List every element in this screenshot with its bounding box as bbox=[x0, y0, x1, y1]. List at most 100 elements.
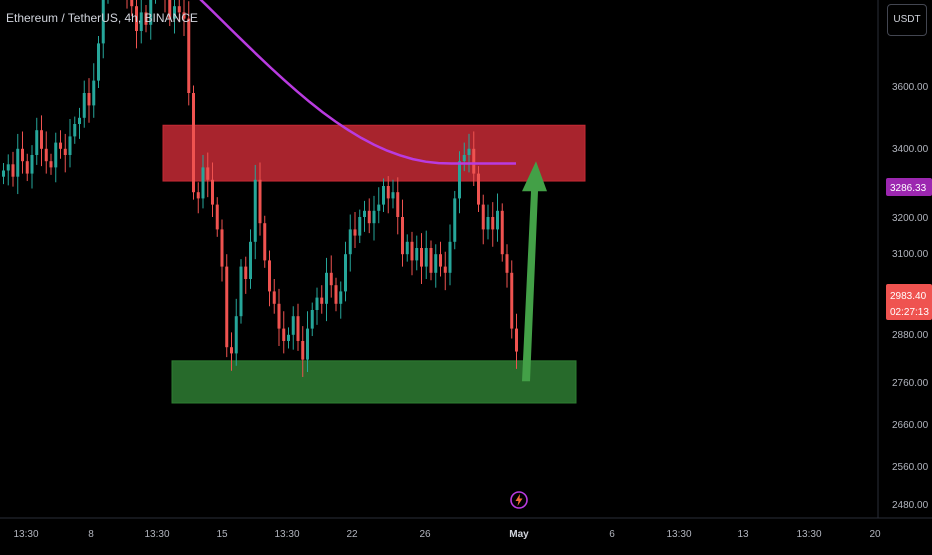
candle-body bbox=[325, 272, 328, 304]
ma-price-tag-label: 3286.33 bbox=[890, 183, 927, 194]
time-tick-label: 13:30 bbox=[274, 529, 299, 540]
candle-body bbox=[467, 148, 471, 155]
candle-body bbox=[87, 93, 91, 106]
support-zone[interactable] bbox=[171, 360, 577, 404]
candle-body bbox=[339, 291, 343, 304]
candle-body bbox=[410, 241, 414, 261]
candle-body bbox=[472, 148, 476, 174]
currency-button[interactable]: USDT bbox=[887, 4, 927, 36]
candle-body bbox=[258, 179, 262, 224]
candle-body bbox=[220, 229, 224, 267]
candle-body bbox=[424, 248, 428, 267]
candle-body bbox=[49, 161, 53, 168]
candle-body bbox=[211, 179, 214, 205]
candle-body bbox=[63, 148, 67, 155]
time-tick-label: 6 bbox=[609, 529, 615, 540]
candle-body bbox=[215, 204, 219, 230]
candle-body bbox=[168, 0, 172, 19]
candle-body bbox=[496, 210, 499, 230]
time-tick-label: 26 bbox=[419, 529, 431, 540]
candle-body bbox=[405, 241, 409, 255]
candle-body bbox=[187, 18, 191, 94]
candle-body bbox=[149, 0, 153, 25]
candle-body bbox=[201, 167, 205, 199]
candle-body bbox=[282, 328, 286, 341]
time-tick-label: 13:30 bbox=[796, 529, 821, 540]
candle-body bbox=[420, 248, 423, 267]
candle-body bbox=[101, 0, 105, 44]
candle-body bbox=[54, 142, 58, 168]
candle-body bbox=[396, 192, 400, 217]
candle-body bbox=[510, 272, 514, 329]
price-axis[interactable]: 3600.00 3400.00 3200.00 3100.00 2880.00 2760.… bbox=[892, 82, 929, 511]
candle-body bbox=[453, 198, 457, 242]
candle-body bbox=[268, 260, 271, 292]
moving-average-line bbox=[199, 0, 516, 165]
symbol-title: Ethereum / TetherUS, 4h, BINANCE bbox=[6, 11, 198, 25]
candle-body bbox=[2, 170, 5, 177]
candle-body bbox=[206, 167, 210, 180]
candle-body bbox=[68, 136, 72, 155]
candle-body bbox=[59, 142, 62, 149]
candle-body bbox=[486, 217, 490, 230]
price-tick-label: 3200.00 bbox=[892, 213, 929, 224]
time-axis[interactable]: 13:30 8 13:30 15 13:30 22 26 May 6 13:30 13 13:30 20 bbox=[13, 529, 881, 540]
time-tick-label: 8 bbox=[88, 529, 94, 540]
time-tick-label: 13 bbox=[737, 529, 749, 540]
candle-body bbox=[182, 12, 186, 19]
lightning-bolt-icon[interactable] bbox=[509, 490, 529, 510]
candle-body bbox=[448, 241, 452, 273]
time-tick-label: 13:30 bbox=[144, 529, 169, 540]
candle-body bbox=[291, 316, 295, 335]
candle-body bbox=[334, 285, 338, 304]
candle-body bbox=[415, 248, 419, 261]
candle-body bbox=[382, 186, 385, 205]
candle-body bbox=[458, 161, 461, 199]
resistance-zone[interactable] bbox=[162, 124, 586, 182]
candle-body bbox=[344, 254, 347, 292]
candle-body bbox=[434, 254, 438, 273]
time-tick-label: 20 bbox=[869, 529, 881, 540]
candle-body bbox=[234, 316, 238, 354]
candle-body bbox=[35, 130, 39, 155]
candle-body bbox=[401, 217, 404, 255]
candle-body bbox=[481, 204, 485, 230]
candle-body bbox=[363, 210, 366, 217]
candle-body bbox=[515, 328, 518, 352]
time-tick-label: 15 bbox=[216, 529, 228, 540]
candle-body bbox=[372, 210, 376, 224]
candle-body bbox=[306, 328, 309, 360]
candle-body bbox=[177, 6, 181, 13]
candle-body bbox=[315, 297, 319, 310]
candle-body bbox=[500, 210, 504, 255]
price-tick-label: 2660.00 bbox=[892, 420, 929, 431]
candle-body bbox=[230, 347, 233, 354]
candle-body bbox=[44, 148, 48, 162]
ma-price-tag bbox=[886, 178, 932, 196]
current-price-tag-label: 2983.40 bbox=[890, 291, 927, 302]
candle-body bbox=[30, 155, 34, 174]
candle-body bbox=[377, 204, 381, 211]
candle-body bbox=[386, 186, 390, 199]
candle-body bbox=[244, 266, 248, 279]
candle-body bbox=[253, 179, 257, 242]
price-tick-label: 3400.00 bbox=[892, 144, 929, 155]
candle-body bbox=[97, 43, 100, 81]
candle-body bbox=[82, 93, 86, 118]
candle-body bbox=[40, 130, 43, 149]
candle-body bbox=[16, 148, 20, 177]
candle-body bbox=[353, 229, 357, 236]
candle-body bbox=[239, 266, 243, 317]
candle-body bbox=[263, 223, 267, 261]
candle-body bbox=[367, 210, 371, 224]
time-tick-label: 22 bbox=[346, 529, 358, 540]
candle-body bbox=[78, 117, 81, 124]
candle-body bbox=[491, 217, 495, 230]
candle-body bbox=[225, 266, 229, 348]
candle-body bbox=[173, 6, 176, 19]
candle-body bbox=[92, 80, 96, 106]
candle-body bbox=[443, 266, 447, 273]
price-tick-label: 2760.00 bbox=[892, 378, 929, 389]
